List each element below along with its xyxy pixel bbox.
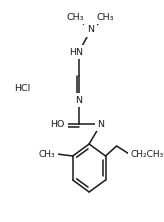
Text: CH₃: CH₃ <box>39 149 55 159</box>
Text: N: N <box>97 119 104 129</box>
Text: CH₃: CH₃ <box>97 12 114 22</box>
Text: HO: HO <box>50 119 65 129</box>
Text: HCl: HCl <box>14 83 30 93</box>
Text: N: N <box>87 26 94 34</box>
Text: HN: HN <box>70 48 83 57</box>
Text: CH₂CH₃: CH₂CH₃ <box>131 149 164 159</box>
Text: N: N <box>75 95 82 105</box>
Text: CH₃: CH₃ <box>67 12 84 22</box>
